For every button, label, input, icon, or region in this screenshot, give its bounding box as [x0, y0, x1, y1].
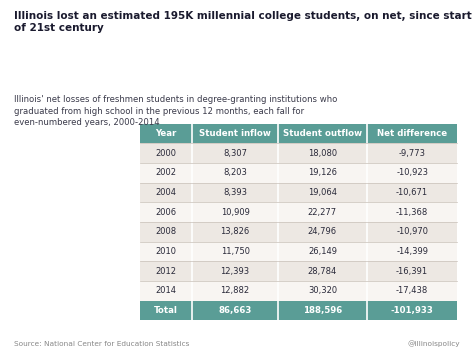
Text: 8,393: 8,393	[223, 188, 247, 197]
Text: 86,663: 86,663	[219, 306, 252, 315]
Text: 2002: 2002	[155, 168, 176, 177]
Text: 26,149: 26,149	[308, 247, 337, 256]
Text: 2014: 2014	[155, 286, 176, 295]
Text: 28,784: 28,784	[308, 267, 337, 276]
Text: 10,909: 10,909	[221, 208, 249, 217]
Text: Illinois lost an estimated 195K millennial college students, on net, since start: Illinois lost an estimated 195K millenni…	[14, 11, 472, 33]
Text: 30,320: 30,320	[308, 286, 337, 295]
Text: -10,970: -10,970	[396, 227, 428, 236]
Text: 22,277: 22,277	[308, 208, 337, 217]
Text: -16,391: -16,391	[396, 267, 428, 276]
Text: -11,368: -11,368	[396, 208, 428, 217]
Text: 24,796: 24,796	[308, 227, 337, 236]
Text: 12,882: 12,882	[220, 286, 250, 295]
Text: 18,080: 18,080	[308, 149, 337, 158]
Text: Student outflow: Student outflow	[283, 129, 362, 138]
Text: -10,671: -10,671	[396, 188, 428, 197]
Text: Illinois' net losses of freshmen students in degree-granting institutions who
gr: Illinois' net losses of freshmen student…	[14, 95, 337, 127]
Text: 2006: 2006	[155, 208, 177, 217]
Text: -10,923: -10,923	[396, 168, 428, 177]
Text: 8,203: 8,203	[223, 168, 247, 177]
Text: Year: Year	[155, 129, 177, 138]
Text: 2000: 2000	[155, 149, 176, 158]
Text: 8,307: 8,307	[223, 149, 247, 158]
Text: 2004: 2004	[155, 188, 176, 197]
Text: Student inflow: Student inflow	[199, 129, 271, 138]
Text: 13,826: 13,826	[220, 227, 250, 236]
Text: 12,393: 12,393	[220, 267, 250, 276]
Text: Net difference: Net difference	[377, 129, 447, 138]
Text: -101,933: -101,933	[391, 306, 434, 315]
Text: -17,438: -17,438	[396, 286, 428, 295]
Text: 11,750: 11,750	[220, 247, 250, 256]
Text: 2012: 2012	[155, 267, 176, 276]
Text: @illinoispolicy: @illinoispolicy	[407, 340, 460, 347]
Text: Source: National Center for Education Statistics: Source: National Center for Education St…	[14, 341, 190, 347]
Text: -14,399: -14,399	[396, 247, 428, 256]
Text: 19,064: 19,064	[308, 188, 337, 197]
Text: 2008: 2008	[155, 227, 177, 236]
Text: 19,126: 19,126	[308, 168, 337, 177]
Text: 2010: 2010	[155, 247, 176, 256]
Text: -9,773: -9,773	[399, 149, 426, 158]
Text: 188,596: 188,596	[303, 306, 342, 315]
Text: Total: Total	[154, 306, 178, 315]
